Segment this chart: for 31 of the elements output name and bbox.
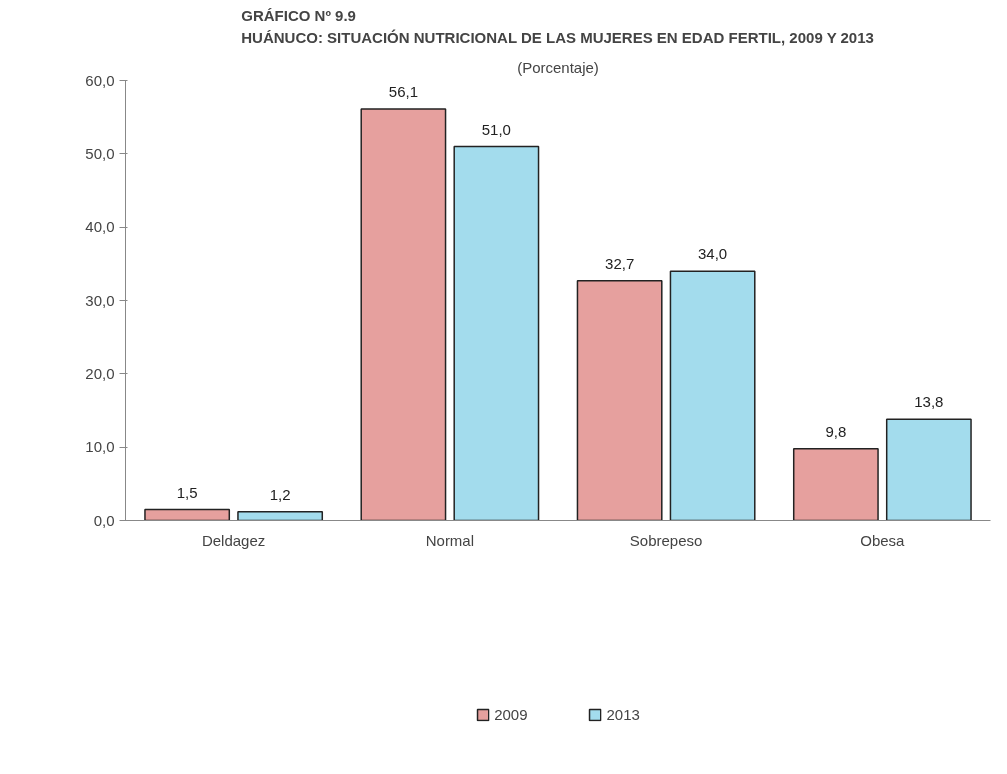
x-tick-label: Obesa xyxy=(860,531,906,549)
data-label: 51,0 xyxy=(481,120,511,138)
bar xyxy=(453,145,540,521)
bar xyxy=(885,418,972,521)
data-label: 34,0 xyxy=(698,245,728,263)
data-label: 1,5 xyxy=(176,483,198,501)
bar xyxy=(144,508,231,521)
data-label: 32,7 xyxy=(605,254,635,272)
data-label: 56,1 xyxy=(388,83,418,101)
chart-subtitle: (Porcentaje) xyxy=(517,58,599,76)
y-tick-label: 40,0 xyxy=(85,218,115,236)
y-tick-label: 20,0 xyxy=(85,364,115,382)
chart-title: GRÁFICO Nº 9.9 HUÁNUCO: SITUACIÓN NUTRICIONAL DE LAS MUJERES EN EDAD FERTIL, 2009 Y 2013 xyxy=(241,7,874,47)
x-tick-label: Sobrepeso xyxy=(629,531,703,549)
data-label: 1,2 xyxy=(269,485,291,503)
y-tick-label: 10,0 xyxy=(85,438,115,456)
x-tick-label: Deldagez xyxy=(201,531,266,549)
bar xyxy=(360,108,447,521)
bar xyxy=(792,447,879,521)
y-tick-label: 60,0 xyxy=(85,71,115,89)
bar xyxy=(576,279,663,521)
bar xyxy=(237,510,324,521)
legend-label: 2009 xyxy=(494,705,528,723)
y-tick-label: 50,0 xyxy=(85,144,115,162)
y-tick-label: 0,0 xyxy=(93,511,115,529)
legend-label: 2013 xyxy=(606,705,640,723)
x-tick-label: Normal xyxy=(425,531,475,549)
bar xyxy=(669,270,756,521)
data-label: 9,8 xyxy=(825,422,847,440)
data-label: 13,8 xyxy=(914,393,944,411)
y-tick-label: 30,0 xyxy=(85,291,115,309)
